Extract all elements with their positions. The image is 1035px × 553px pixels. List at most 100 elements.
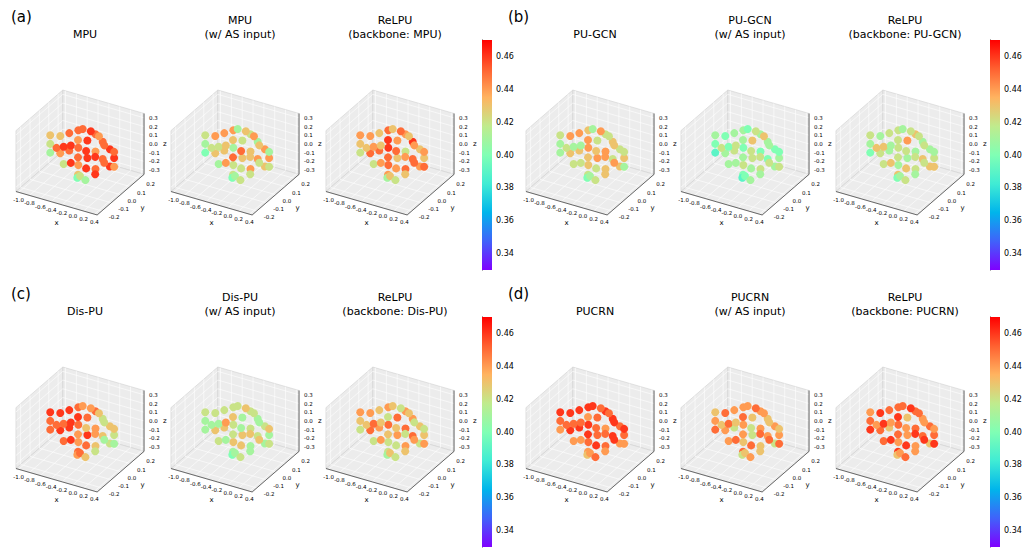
svg-text:-0.2: -0.2 bbox=[774, 491, 785, 497]
svg-text:x: x bbox=[364, 496, 368, 504]
svg-text:-0.2: -0.2 bbox=[929, 214, 940, 220]
svg-text:y: y bbox=[651, 481, 655, 489]
svg-text:(b): (b) bbox=[508, 8, 529, 26]
svg-text:0.4: 0.4 bbox=[245, 496, 254, 502]
svg-text:0.2: 0.2 bbox=[234, 216, 243, 222]
svg-text:0.0: 0.0 bbox=[578, 490, 587, 496]
svg-text:-0.1: -0.1 bbox=[149, 150, 160, 156]
svg-text:x: x bbox=[719, 219, 723, 227]
svg-text:0.4: 0.4 bbox=[910, 496, 919, 502]
svg-text:0.44: 0.44 bbox=[1004, 85, 1022, 94]
svg-text:0.3: 0.3 bbox=[459, 392, 468, 398]
svg-text:0.3: 0.3 bbox=[304, 115, 313, 121]
svg-text:-0.2: -0.2 bbox=[567, 210, 578, 216]
svg-text:Dis-PU: Dis-PU bbox=[67, 305, 103, 318]
svg-text:0.4: 0.4 bbox=[245, 219, 254, 225]
svg-text:-0.4: -0.4 bbox=[711, 207, 722, 213]
svg-text:0.2: 0.2 bbox=[149, 401, 158, 407]
svg-text:0.44: 0.44 bbox=[496, 85, 514, 94]
svg-text:0.2: 0.2 bbox=[149, 124, 158, 130]
svg-text:0.0: 0.0 bbox=[438, 475, 447, 481]
svg-text:0.0: 0.0 bbox=[378, 490, 387, 496]
svg-text:x: x bbox=[209, 219, 213, 227]
svg-text:0.38: 0.38 bbox=[1004, 183, 1022, 192]
svg-text:-1.0: -1.0 bbox=[523, 474, 534, 480]
svg-text:x: x bbox=[874, 496, 878, 504]
svg-text:0.4: 0.4 bbox=[600, 496, 609, 502]
svg-text:0.2: 0.2 bbox=[811, 181, 820, 187]
svg-text:0.36: 0.36 bbox=[1004, 216, 1022, 225]
svg-text:-0.2: -0.2 bbox=[659, 158, 670, 164]
svg-text:-0.1: -0.1 bbox=[659, 427, 670, 433]
svg-text:0.42: 0.42 bbox=[496, 395, 514, 404]
svg-text:0.2: 0.2 bbox=[811, 458, 820, 464]
svg-text:0.1: 0.1 bbox=[447, 467, 456, 473]
svg-text:-0.3: -0.3 bbox=[814, 444, 825, 450]
svg-text:-0.2: -0.2 bbox=[814, 435, 825, 441]
svg-text:-0.2: -0.2 bbox=[109, 491, 120, 497]
svg-text:0.1: 0.1 bbox=[659, 132, 668, 138]
svg-text:0.40: 0.40 bbox=[496, 151, 514, 160]
svg-text:-0.3: -0.3 bbox=[149, 167, 160, 173]
svg-text:-0.2: -0.2 bbox=[149, 158, 160, 164]
svg-text:0.1: 0.1 bbox=[447, 190, 456, 196]
svg-text:-1.0: -1.0 bbox=[13, 197, 24, 203]
svg-text:-0.2: -0.2 bbox=[149, 435, 160, 441]
svg-text:0.4: 0.4 bbox=[910, 219, 919, 225]
svg-text:0.2: 0.2 bbox=[459, 401, 468, 407]
svg-text:y: y bbox=[451, 204, 455, 212]
svg-text:0.0: 0.0 bbox=[378, 213, 387, 219]
svg-text:-0.8: -0.8 bbox=[24, 477, 35, 483]
svg-text:-0.6: -0.6 bbox=[345, 204, 356, 210]
svg-text:-0.2: -0.2 bbox=[877, 487, 888, 493]
svg-text:ReLPU: ReLPU bbox=[888, 14, 923, 27]
svg-text:0.0: 0.0 bbox=[969, 418, 978, 424]
svg-text:0.2: 0.2 bbox=[304, 124, 313, 130]
svg-text:0.40: 0.40 bbox=[1004, 428, 1022, 437]
svg-text:z: z bbox=[983, 140, 987, 148]
svg-text:0.1: 0.1 bbox=[137, 467, 146, 473]
svg-text:-0.4: -0.4 bbox=[356, 484, 367, 490]
svg-text:0.42: 0.42 bbox=[1004, 118, 1022, 127]
svg-text:-0.2: -0.2 bbox=[567, 487, 578, 493]
svg-text:0.0: 0.0 bbox=[304, 418, 313, 424]
svg-text:-0.1: -0.1 bbox=[814, 427, 825, 433]
svg-text:-0.1: -0.1 bbox=[628, 206, 639, 212]
svg-text:0.34: 0.34 bbox=[1004, 526, 1022, 535]
svg-text:x: x bbox=[564, 496, 568, 504]
svg-text:x: x bbox=[54, 219, 58, 227]
svg-text:0.0: 0.0 bbox=[68, 490, 77, 496]
svg-text:PUCRN: PUCRN bbox=[576, 305, 614, 318]
svg-text:0.36: 0.36 bbox=[1004, 493, 1022, 502]
svg-text:(w/ AS input): (w/ AS input) bbox=[714, 305, 785, 318]
svg-text:-0.4: -0.4 bbox=[46, 207, 57, 213]
svg-text:-0.4: -0.4 bbox=[866, 207, 877, 213]
svg-text:(d): (d) bbox=[508, 285, 529, 303]
svg-text:(backbone: MPU): (backbone: MPU) bbox=[348, 28, 442, 41]
svg-text:0.0: 0.0 bbox=[659, 141, 668, 147]
svg-text:-0.2: -0.2 bbox=[304, 435, 315, 441]
svg-text:-0.6: -0.6 bbox=[545, 481, 556, 487]
svg-text:0.2: 0.2 bbox=[79, 216, 88, 222]
svg-text:0.1: 0.1 bbox=[137, 190, 146, 196]
svg-text:0.38: 0.38 bbox=[496, 460, 514, 469]
svg-text:0.44: 0.44 bbox=[496, 362, 514, 371]
svg-text:-0.1: -0.1 bbox=[428, 483, 439, 489]
svg-text:0.0: 0.0 bbox=[969, 141, 978, 147]
svg-text:0.3: 0.3 bbox=[659, 115, 668, 121]
svg-text:PU-GCN: PU-GCN bbox=[728, 14, 772, 27]
svg-text:0.2: 0.2 bbox=[814, 401, 823, 407]
svg-text:-0.4: -0.4 bbox=[201, 207, 212, 213]
svg-text:-0.1: -0.1 bbox=[118, 483, 129, 489]
svg-text:-0.2: -0.2 bbox=[722, 210, 733, 216]
svg-text:-0.1: -0.1 bbox=[459, 150, 470, 156]
svg-text:0.0: 0.0 bbox=[459, 418, 468, 424]
svg-text:0.1: 0.1 bbox=[647, 190, 656, 196]
svg-text:-1.0: -1.0 bbox=[523, 197, 534, 203]
svg-text:0.2: 0.2 bbox=[899, 493, 908, 499]
svg-text:-0.1: -0.1 bbox=[783, 483, 794, 489]
svg-text:-1.0: -1.0 bbox=[833, 474, 844, 480]
svg-text:(w/ AS input): (w/ AS input) bbox=[714, 28, 785, 41]
svg-text:-1.0: -1.0 bbox=[678, 197, 689, 203]
svg-text:0.3: 0.3 bbox=[149, 115, 158, 121]
